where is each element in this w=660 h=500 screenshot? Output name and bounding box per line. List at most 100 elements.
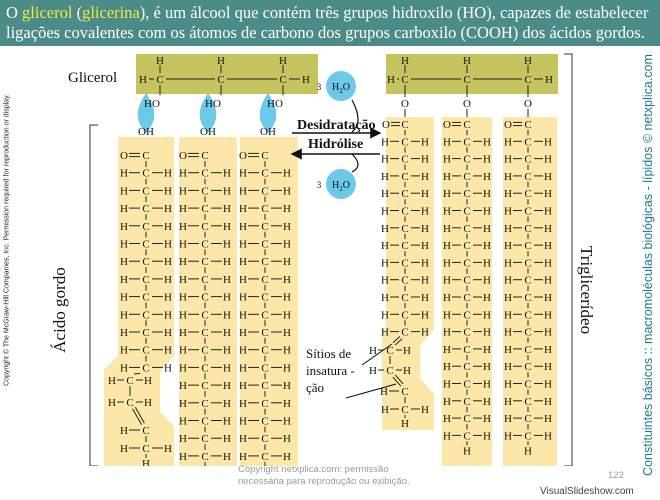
oxygen-atom: O [524, 98, 532, 110]
hydrogen-atom: H [179, 221, 187, 233]
hydrogen-atom: H [421, 188, 429, 200]
carbon-atom: C [201, 221, 208, 233]
acido-gordo-label: Ácido gordo [40, 250, 80, 370]
hydrogen-atom: H [223, 292, 231, 304]
sitios-insaturacao-label: Sítios de insatura - ção [306, 345, 355, 396]
hydrogen-atom: H [504, 154, 512, 166]
hydrogen-atom: H [403, 365, 411, 377]
hydrogen-atom: H [120, 425, 128, 437]
pointer-line [345, 383, 397, 399]
hydrogen-atom: H [544, 292, 552, 304]
triglicerideo-label: Triglicerídeo [566, 230, 606, 350]
hydrogen-atom: H [223, 451, 231, 463]
carbon-atom: C [386, 365, 393, 377]
hydroxyl-group: HO [144, 98, 160, 110]
carbon-atom: C [261, 203, 268, 215]
hydrogen-atom: H [120, 274, 128, 286]
hydrogen-atom: H [239, 309, 247, 321]
carbon-atom: C [463, 257, 470, 269]
hydrogen-atom: H [504, 275, 512, 287]
carbon-atom: C [463, 430, 470, 442]
hydrogen-atom: H [223, 274, 231, 286]
carbon-atom: C [401, 257, 408, 269]
hydroxyl-group: OH [200, 126, 216, 138]
carbon-atom: C [524, 361, 531, 373]
hydrogen-atom: H [381, 240, 389, 252]
hydrogen-atom: H [504, 171, 512, 183]
carbon-atom: C [401, 275, 408, 287]
hydrogen-atom: H [179, 380, 187, 392]
header-text: O [6, 3, 23, 22]
carbon-atom: C [463, 240, 470, 252]
hydrogen-atom: H [504, 257, 512, 269]
hydrogen-atom: H [421, 136, 429, 148]
hydrogen-atom: H [279, 55, 287, 67]
carbon-atom: C [126, 397, 133, 409]
carbon-atom: C [463, 188, 470, 200]
carbon-atom: C [261, 168, 268, 180]
hydrogen-atom: H [443, 413, 451, 425]
hydrogen-atom: H [421, 275, 429, 287]
carbon-atom: C [201, 380, 208, 392]
carbon-atom: C [463, 361, 470, 373]
hydrogen-atom: H [504, 413, 512, 425]
hydrogen-atom: H [369, 365, 377, 377]
hydrogen-atom: H [544, 206, 552, 218]
hydrogen-atom: H [381, 275, 389, 287]
carbon-atom: C [201, 345, 208, 357]
hydrogen-atom: H [120, 239, 128, 251]
water-release-curve [351, 99, 359, 133]
carbon-atom: C [401, 240, 408, 252]
brand-logo: VisualSlideshow.com [540, 486, 634, 497]
carbon-atom: C [261, 345, 268, 357]
hydrogen-atom: H [120, 168, 128, 180]
carbon-atom: C [524, 240, 531, 252]
hydrogen-atom: H [164, 443, 172, 455]
hydrogen-atom: H [142, 458, 150, 466]
hydrogen-atom: H [120, 362, 128, 374]
hydrogen-atom: H [179, 256, 187, 268]
desidratacao-label: Desidratação [297, 118, 376, 133]
hydrogen-atom: H [544, 240, 552, 252]
hydrogen-atom: H [421, 171, 429, 183]
carbon-atom: C [261, 362, 268, 374]
hydrogen-atom: H [179, 292, 187, 304]
hydrogen-atom: H [387, 74, 395, 86]
carbon-atom: C [401, 154, 408, 166]
oxygen-atom: O [239, 150, 247, 162]
hydrogen-atom: H [483, 136, 491, 148]
water-bottom [326, 169, 356, 199]
glicerol-highlight: glicerol [22, 3, 73, 22]
hydrogen-atom: H [421, 404, 429, 416]
bond-line [392, 336, 401, 344]
hydrogen-atom: H [283, 451, 291, 463]
carbon-atom: C [279, 74, 286, 86]
carbon-atom: C [463, 396, 470, 408]
carbon-atom: C [524, 327, 531, 339]
glicerol-label: Glicerol [68, 70, 118, 86]
hydrogen-atom: H [164, 309, 172, 321]
hydrogen-atom: H [179, 433, 187, 445]
hydrogen-atom: H [421, 223, 429, 235]
carbon-atom: C [401, 171, 408, 183]
water-coefficient: 3 [317, 82, 322, 92]
bond-line [134, 406, 145, 424]
hydrogen-atom: H [164, 327, 172, 339]
hydrogen-atom: H [223, 398, 231, 410]
carbon-atom: C [524, 171, 531, 183]
carbon-atom: C [401, 386, 408, 398]
hydrogen-atom: H [483, 413, 491, 425]
carbon-atom: C [401, 223, 408, 235]
hydrogen-atom: H [443, 292, 451, 304]
fatty-acid-band [104, 137, 174, 466]
carbon-atom: C [201, 150, 208, 162]
carbon-atom: C [201, 416, 208, 428]
carbon-atom: C [401, 309, 408, 321]
hydrogen-atom: H [421, 327, 429, 339]
hydrogen-atom: H [380, 386, 388, 398]
hydrogen-atom: H [544, 379, 552, 391]
hydrogen-atom: H [443, 379, 451, 391]
hydrogen-atom: H [120, 185, 128, 197]
hydroxyl-group: OH [260, 126, 276, 138]
hydrogen-atom: H [120, 327, 128, 339]
